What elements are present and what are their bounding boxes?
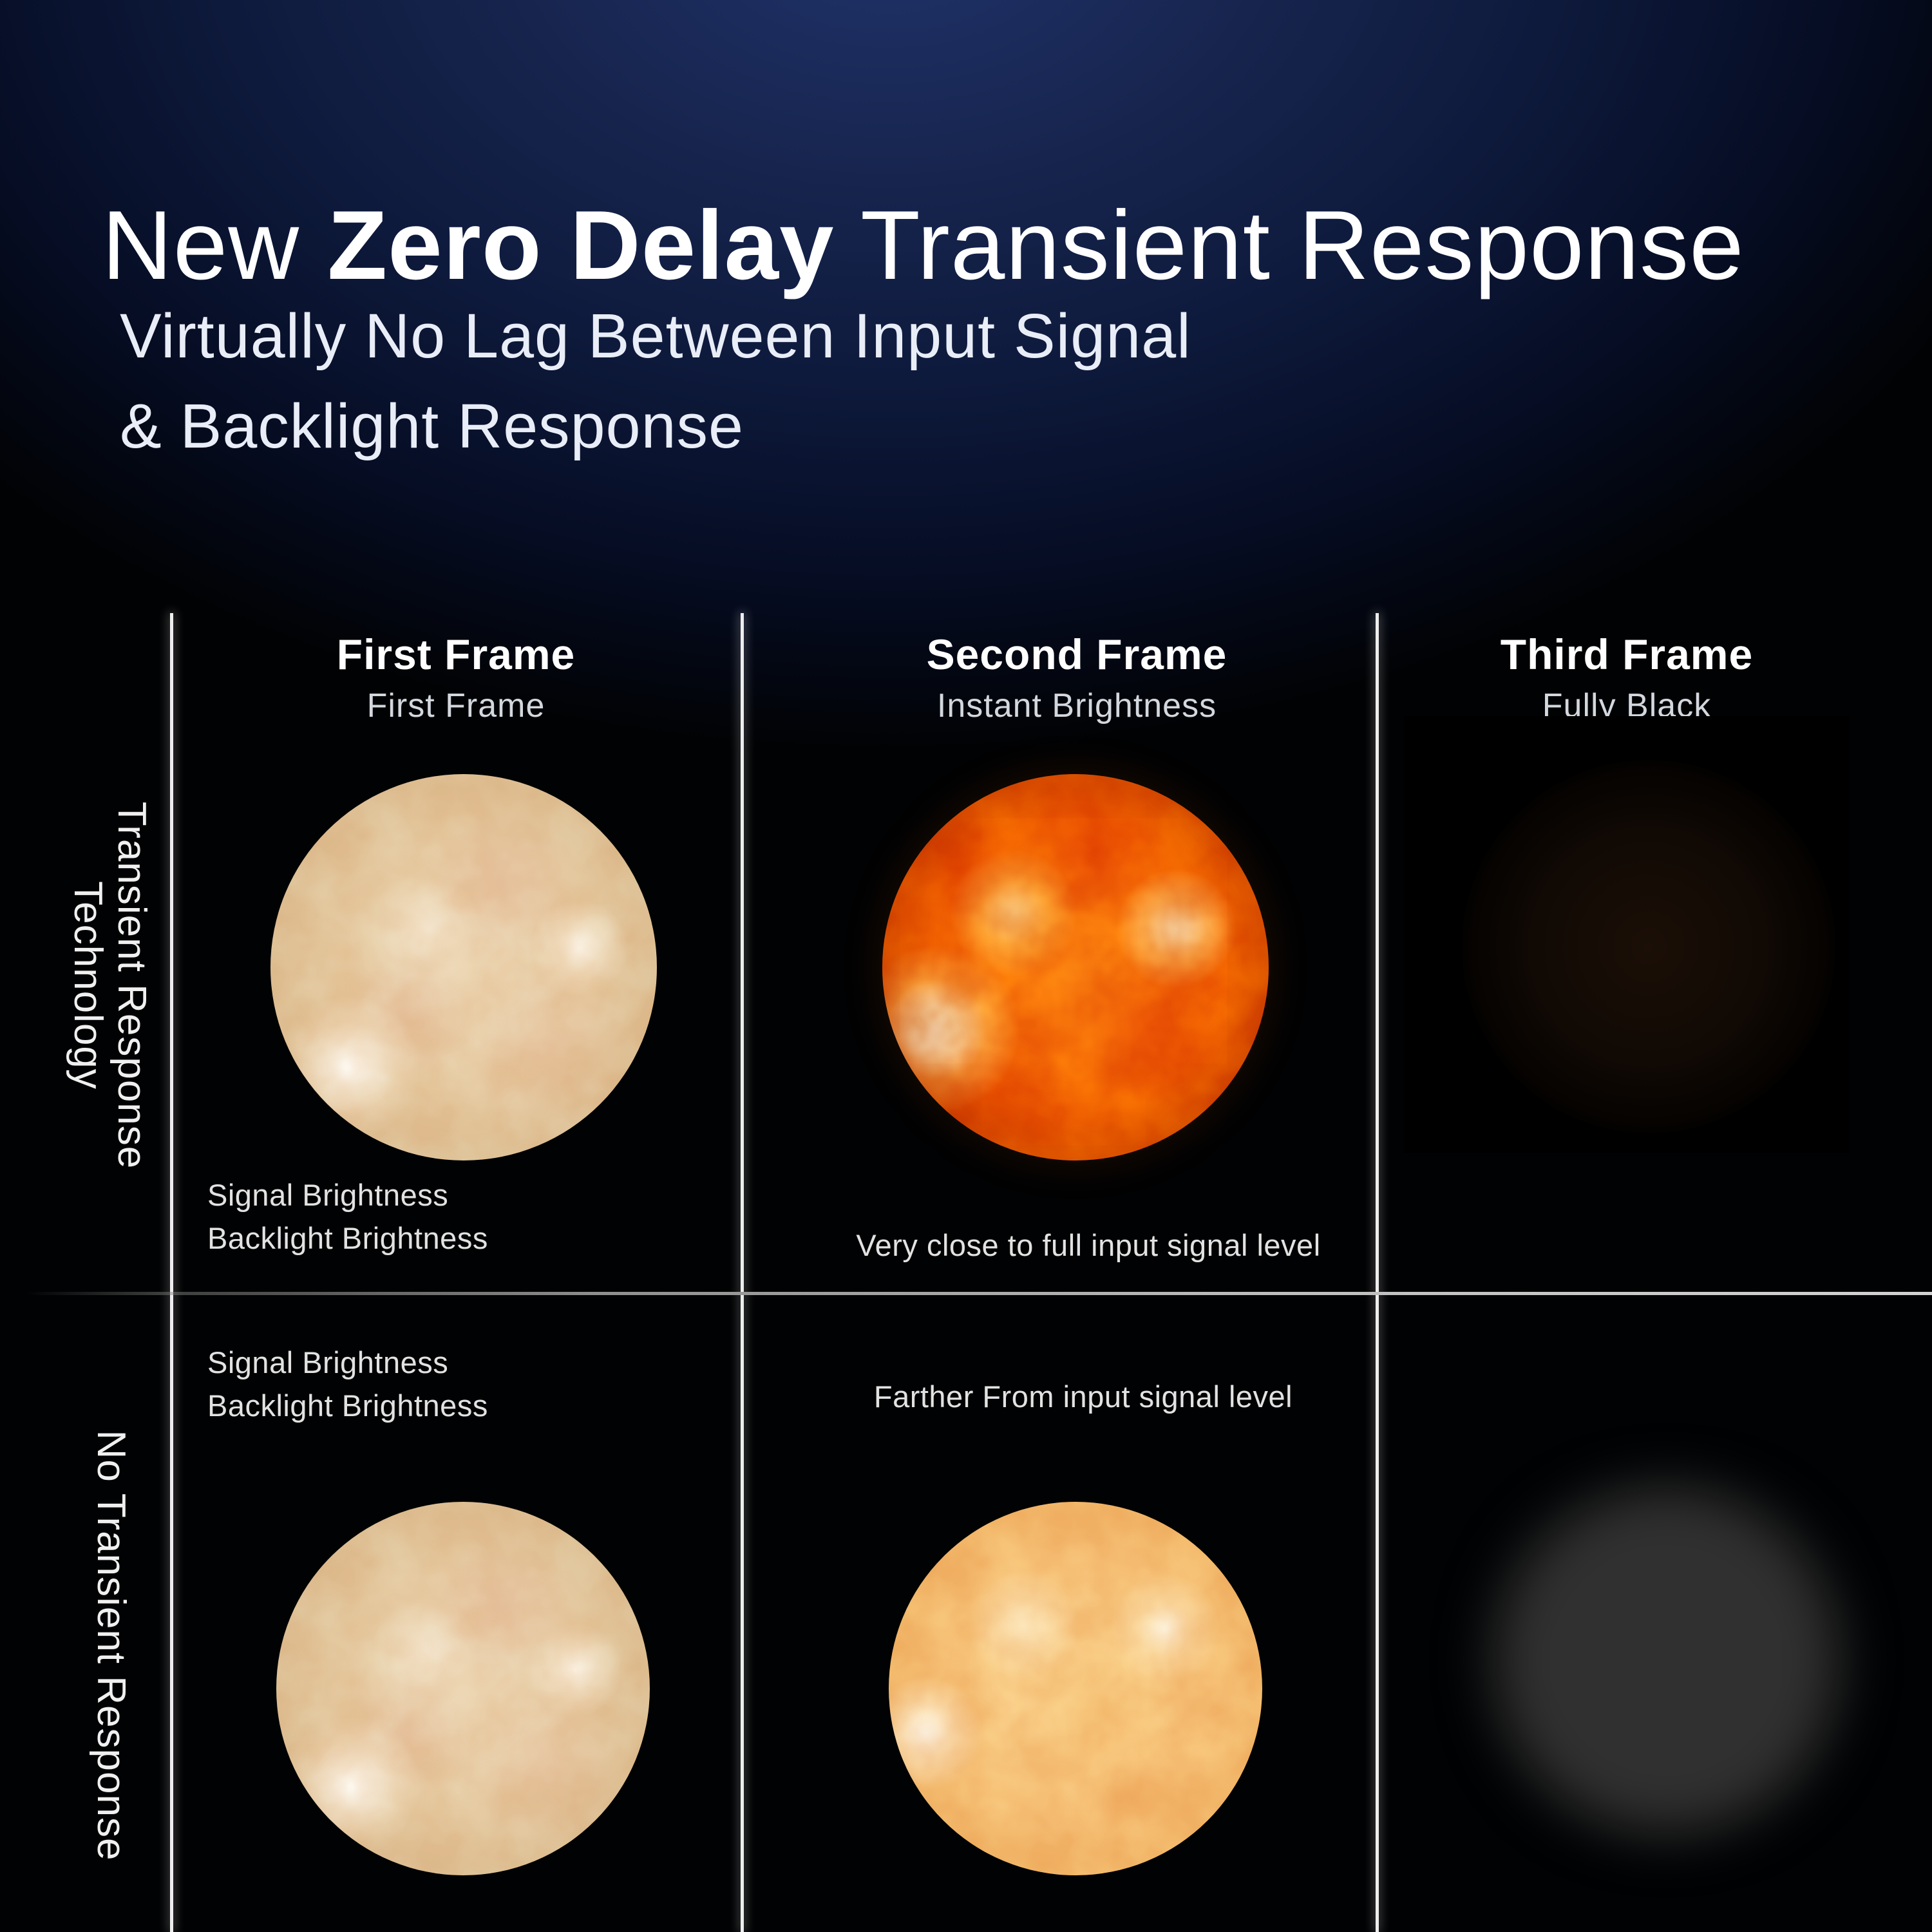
- page-title-prefix: New: [102, 190, 328, 300]
- column-title: Second Frame: [926, 630, 1227, 678]
- sun-image-dim-orange: [889, 1502, 1262, 1875]
- sun-texture-overlay: [889, 1502, 1262, 1875]
- page-title: New Zero Delay Transient Response: [102, 189, 1745, 302]
- grid-line-vertical-3: [1376, 613, 1379, 1932]
- row-label-transient-response-technology: Transient Response Technology: [66, 801, 154, 1170]
- sun-texture-overlay: [882, 774, 1269, 1160]
- column-title: First Frame: [336, 630, 576, 678]
- caption-signal-backlight-top: Signal Brightness Backlight Brightness: [207, 1173, 488, 1260]
- caption-farther-from-signal: Farther From input signal level: [873, 1379, 1293, 1414]
- caption-signal-backlight-bottom: Signal Brightness Backlight Brightness: [207, 1341, 488, 1427]
- sun-image-full-brightness: [882, 774, 1269, 1160]
- caption-line1: Signal Brightness: [207, 1178, 449, 1212]
- sun-texture-overlay: [276, 1502, 650, 1875]
- page-subtitle-line2: & Backlight Response: [120, 391, 744, 461]
- grid-line-horizontal: [26, 1292, 1932, 1295]
- sun-image-fully-black: [1462, 760, 1835, 1133]
- black-frame-panel: [1404, 716, 1850, 1153]
- page-subtitle-line1: Virtually No Lag Between Input Signal: [120, 301, 1191, 371]
- sun-texture-overlay: [270, 774, 657, 1160]
- sun-image-pale-first-frame-bottom: [276, 1502, 650, 1875]
- column-header-first-frame: First Frame First Frame: [171, 630, 741, 725]
- column-header-second-frame: Second Frame Instant Brightness: [761, 630, 1392, 725]
- page-title-bold: Zero Delay: [327, 190, 835, 300]
- row-label-no-transient-response: No Transient Response: [89, 1430, 133, 1861]
- grid-line-vertical-1: [170, 613, 173, 1932]
- page-subtitle: Virtually No Lag Between Input Signal & …: [120, 291, 1191, 471]
- grid-line-vertical-2: [741, 613, 744, 1932]
- sun-image-pale-first-frame-top: [270, 774, 657, 1160]
- hero-navy-band: [0, 0, 1932, 811]
- caption-line2: Backlight Brightness: [207, 1221, 488, 1255]
- sun-image-gray-blurred: [1493, 1486, 1841, 1834]
- row-label-line1: No Transient Response: [89, 1430, 133, 1861]
- caption-very-close-to-full-signal: Very close to full input signal level: [856, 1228, 1321, 1262]
- page-title-suffix: Transient Response: [834, 190, 1745, 300]
- row-label-line1: Transient Response: [109, 801, 154, 1170]
- column-header-third-frame: Third Frame Fully Black: [1347, 630, 1906, 725]
- caption-line1: Signal Brightness: [207, 1345, 449, 1379]
- column-subtitle: Instant Brightness: [936, 687, 1217, 724]
- column-title: Third Frame: [1500, 630, 1754, 678]
- column-subtitle: First Frame: [366, 687, 545, 724]
- caption-line2: Backlight Brightness: [207, 1388, 488, 1423]
- row-label-line2: Technology: [66, 881, 110, 1090]
